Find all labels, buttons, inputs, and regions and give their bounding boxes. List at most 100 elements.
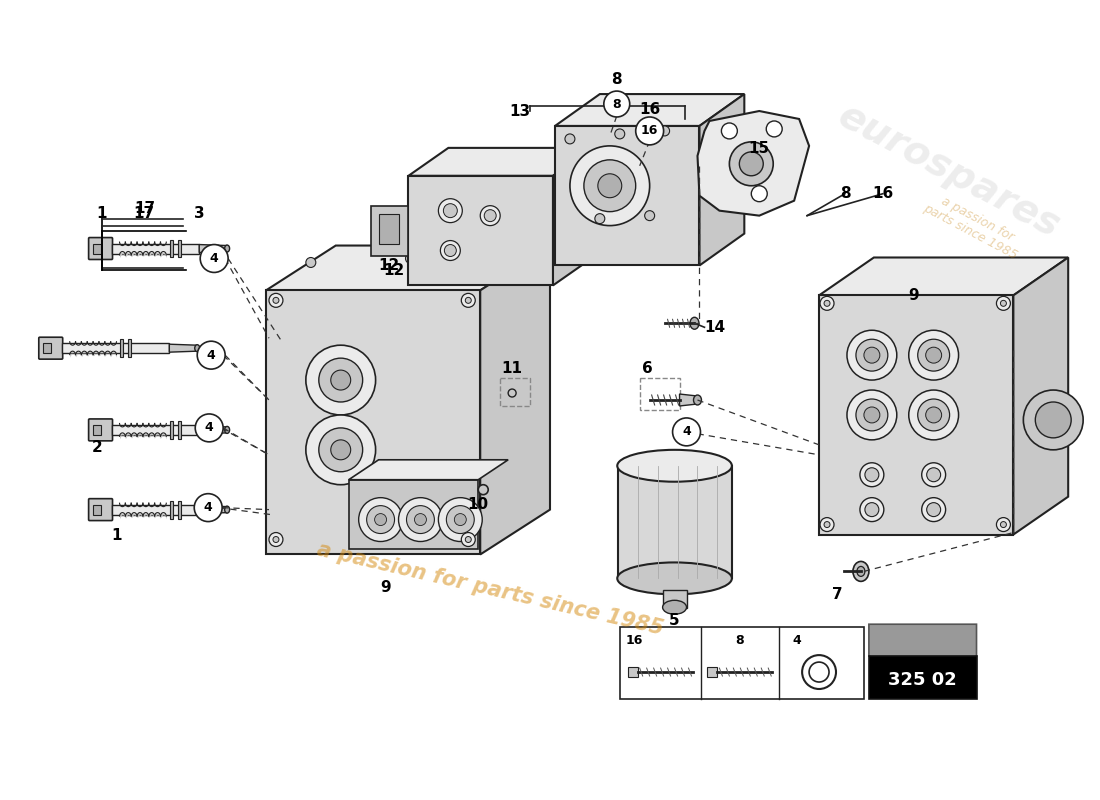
Circle shape [597, 174, 622, 198]
Polygon shape [349, 460, 508, 480]
Polygon shape [553, 148, 593, 286]
FancyBboxPatch shape [89, 498, 112, 521]
Ellipse shape [617, 450, 732, 482]
Circle shape [997, 518, 1011, 531]
Circle shape [751, 186, 767, 202]
Bar [869, 656, 977, 699]
Text: 1: 1 [111, 528, 122, 543]
Circle shape [917, 399, 949, 431]
Circle shape [636, 117, 663, 145]
Circle shape [604, 91, 629, 117]
Circle shape [739, 152, 763, 176]
Circle shape [767, 121, 782, 137]
Ellipse shape [857, 566, 865, 576]
Circle shape [917, 339, 949, 371]
Bar [92, 505, 100, 514]
Circle shape [406, 254, 416, 263]
Circle shape [195, 494, 222, 522]
Text: 16: 16 [872, 186, 893, 202]
Circle shape [484, 210, 496, 222]
Circle shape [1035, 402, 1071, 438]
Polygon shape [700, 94, 745, 266]
Polygon shape [169, 344, 197, 352]
Circle shape [926, 347, 942, 363]
Circle shape [375, 514, 386, 526]
Circle shape [461, 294, 475, 307]
Text: 13: 13 [509, 103, 530, 118]
Circle shape [997, 296, 1011, 310]
Circle shape [865, 468, 879, 482]
Circle shape [366, 506, 395, 534]
Circle shape [398, 498, 442, 542]
Text: 16: 16 [641, 125, 658, 138]
Polygon shape [199, 426, 227, 434]
Text: 6: 6 [642, 361, 653, 376]
Bar [111, 425, 199, 435]
Circle shape [824, 300, 830, 306]
Circle shape [508, 389, 516, 397]
Circle shape [319, 358, 363, 402]
Circle shape [909, 330, 958, 380]
Circle shape [439, 498, 482, 542]
Circle shape [306, 258, 316, 267]
Circle shape [595, 214, 605, 224]
Circle shape [926, 468, 940, 482]
Bar [619, 627, 864, 699]
Polygon shape [371, 206, 408, 255]
Bar [121, 339, 123, 357]
FancyBboxPatch shape [89, 419, 112, 441]
Bar [111, 243, 199, 254]
Circle shape [570, 146, 650, 226]
Text: 7: 7 [832, 587, 843, 602]
Circle shape [481, 206, 500, 226]
Bar [178, 239, 182, 258]
Polygon shape [1013, 258, 1068, 534]
Text: 325 02: 325 02 [889, 671, 957, 689]
Bar [92, 243, 100, 254]
Bar [707, 667, 717, 677]
Circle shape [824, 522, 830, 527]
Circle shape [856, 339, 888, 371]
Bar [129, 339, 132, 357]
Polygon shape [556, 94, 745, 126]
Text: 1: 1 [97, 206, 107, 221]
Circle shape [864, 407, 880, 423]
Text: 16: 16 [626, 634, 644, 646]
Circle shape [615, 129, 625, 139]
Circle shape [478, 485, 488, 494]
Text: 8: 8 [613, 98, 621, 110]
Text: 10: 10 [468, 497, 488, 512]
Circle shape [722, 123, 737, 139]
Circle shape [465, 250, 475, 261]
Ellipse shape [693, 395, 702, 405]
Bar [170, 501, 174, 518]
Ellipse shape [690, 318, 698, 330]
Bar [178, 421, 182, 439]
Text: 16: 16 [639, 102, 660, 117]
Circle shape [922, 498, 946, 522]
Polygon shape [680, 394, 697, 406]
Circle shape [273, 298, 279, 303]
Bar [378, 214, 398, 243]
Circle shape [195, 414, 223, 442]
Circle shape [407, 506, 434, 534]
Circle shape [860, 498, 883, 522]
Polygon shape [869, 624, 977, 672]
Circle shape [447, 506, 474, 534]
Circle shape [444, 245, 456, 257]
Text: eurospares: eurospares [832, 96, 1066, 246]
Text: 9: 9 [909, 288, 918, 303]
Circle shape [865, 502, 879, 517]
Circle shape [331, 370, 351, 390]
Polygon shape [199, 245, 227, 253]
Circle shape [306, 415, 375, 485]
Text: 8: 8 [839, 186, 850, 202]
Ellipse shape [224, 426, 230, 434]
Text: 11: 11 [502, 361, 522, 376]
Text: 4: 4 [793, 634, 802, 646]
Text: 3: 3 [194, 206, 205, 221]
Bar [662, 590, 686, 608]
FancyBboxPatch shape [89, 238, 112, 259]
Circle shape [200, 245, 228, 273]
Bar [618, 466, 733, 578]
